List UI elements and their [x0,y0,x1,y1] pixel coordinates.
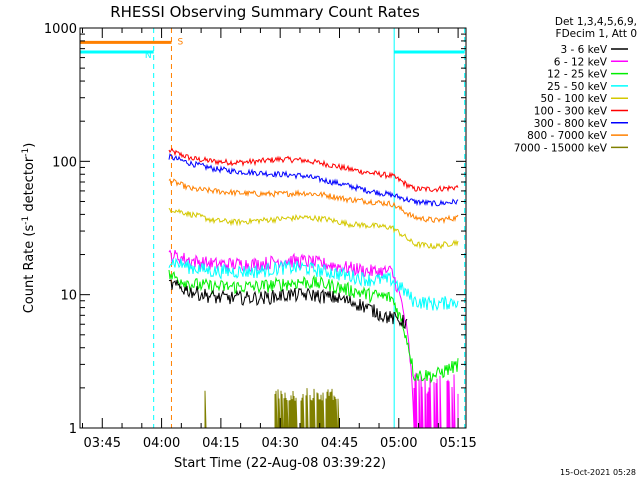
series-trace-0 [168,147,459,193]
y-axis-label-sup1: -1 [21,216,31,225]
y-axis: 1 10 100 1000 [44,22,466,437]
x-tick-label-4: 04:45 [321,436,358,451]
y-axis-label-sup2: -1 [21,148,31,157]
legend-label-1: 6 - 12 keV [554,56,608,68]
series-path-6 [168,269,459,384]
series-trace-6 [168,269,459,384]
series-path-0 [168,147,459,193]
annotation-label-n: N [145,51,152,61]
y-axis-label-mid: detector [22,156,37,216]
x-axis: 03:45 04:00 04:15 04:30 04:45 05:00 05:15 [82,28,477,451]
y-tick-label-1: 10 [60,289,77,304]
footer-timestamp: 15-Oct-2021 05:28 [560,468,636,477]
y-axis-label-main: Count Rate (s [22,225,37,314]
series-path-1 [168,152,459,207]
series-path-5 [168,257,459,312]
y-tick-label-2: 100 [52,155,77,170]
x-tick-label-5: 05:00 [380,436,417,451]
plot-area: SN [79,28,466,429]
x-tick-label-0: 03:45 [84,436,121,451]
annotation-label-s: S [177,37,183,47]
legend-label-8: 7000 - 15000 keV [514,142,608,154]
series-trace-2 [168,178,459,225]
y-axis-label-end: ) [22,143,37,148]
x-axis-label: Start Time (22-Aug-08 03:39:22) [174,456,386,471]
legend-header-0: Det 1,3,4,5,6,9, [555,16,637,28]
x-tick-label-3: 04:30 [261,436,298,451]
legend: Det 1,3,4,5,6,9,FDecim 1, Att 0 3 - 6 keV… [514,16,637,154]
series-trace-4 [168,249,459,429]
series-trace-5 [168,257,459,312]
series-path-4 [168,249,459,429]
legend-label-3: 25 - 50 keV [547,81,608,93]
legend-label-4: 50 - 100 keV [540,93,607,105]
series-path-7 [168,279,408,330]
x-tick-label-2: 04:15 [202,436,239,451]
series-path-3 [168,207,459,250]
series-trace-7 [168,279,408,330]
plot-frame [79,27,467,429]
x-tick-label-6: 05:15 [439,436,476,451]
y-tick-label-0: 1 [69,422,77,437]
series-trace-1 [168,152,459,207]
y-axis-label: Count Rate (s-1 detector-1) [21,143,37,314]
series-path-2 [168,178,459,225]
chart-title: RHESSI Observing Summary Count Rates [110,3,420,21]
legend-header-1: FDecim 1, Att 0 [556,28,637,40]
x-tick-label-1: 04:00 [143,436,180,451]
series-trace-3 [168,207,459,250]
legend-label-2: 12 - 25 keV [547,69,608,81]
legend-label-6: 300 - 800 keV [534,118,608,130]
legend-label-7: 800 - 7000 keV [527,130,608,142]
legend-label-5: 100 - 300 keV [534,106,608,118]
legend-label-0: 3 - 6 keV [560,44,607,56]
y-tick-label-3: 1000 [44,22,77,37]
